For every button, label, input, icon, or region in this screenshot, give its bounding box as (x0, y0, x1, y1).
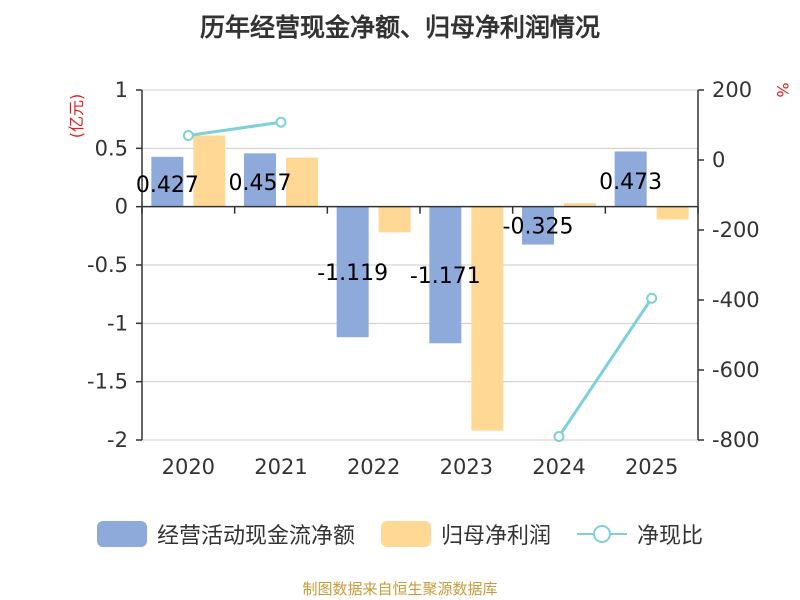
ratio-line-segment (188, 120, 282, 137)
data-label-cashflow: 0.457 (229, 171, 292, 196)
y-left-tick-label: -1.5 (87, 370, 128, 394)
bar-cashflow (151, 156, 184, 207)
chart-title: 历年经营现金净额、归母净利润情况 (199, 13, 600, 42)
y-right-tick-label: -600 (712, 358, 760, 382)
y-left-tick-label: -0.5 (87, 253, 128, 277)
legend-label-netprofit: 归母净利润 (440, 524, 551, 549)
data-source-note: 制图数据来自恒生聚源数据库 (302, 580, 498, 598)
bar-netprofit (193, 135, 226, 207)
y-left-tick-label: 0 (115, 195, 128, 219)
bar-cashflow (429, 206, 462, 344)
y-left-tick-label: 0.5 (95, 136, 128, 160)
y-left-tick-label: -1 (107, 311, 128, 335)
bar-cashflow (244, 153, 276, 207)
x-tick-label: 2024 (532, 455, 585, 479)
ratio-point (646, 292, 658, 304)
y-right-axis-label: % (773, 82, 792, 97)
y-left-tick-label: 1 (115, 78, 128, 102)
ratio-line-segment (557, 297, 653, 438)
y-right-tick-label: -800 (712, 428, 760, 452)
y-right-tick-label: 0 (712, 148, 725, 172)
bar-cashflow (614, 151, 647, 207)
x-tick-label: 2020 (162, 455, 215, 479)
x-tick-label: 2023 (440, 455, 493, 479)
ratio-point (182, 130, 194, 141)
y-right-tick-label: -400 (712, 288, 760, 312)
x-tick-label: 2025 (625, 455, 678, 479)
y-right-tick-label: 200 (712, 78, 752, 102)
bar-cashflow (336, 206, 369, 338)
legend-swatch-ratio (577, 525, 627, 543)
bar-netprofit (471, 206, 504, 431)
bar-cashflow (522, 206, 554, 245)
x-tick-label: 2022 (347, 455, 400, 479)
bar-netprofit (378, 206, 411, 233)
legend-label-cashflow: 经营活动现金流净额 (156, 524, 355, 549)
data-label-cashflow: 0.427 (136, 173, 199, 198)
y-left-tick-label: -2 (107, 428, 128, 452)
legend-swatch-cashflow (96, 521, 147, 547)
legend-item-cashflow[interactable]: 经营活动现金流净额 (96, 518, 355, 550)
legend-item-ratio[interactable]: 净现比 (577, 518, 703, 550)
legend-swatch-netprofit (380, 521, 431, 547)
data-label-cashflow: -1.171 (410, 264, 481, 289)
data-label-cashflow: 0.473 (599, 170, 662, 195)
y-right-tick-label: -200 (712, 218, 760, 242)
y-left-axis-label: (亿元) (67, 94, 86, 139)
legend-item-netprofit[interactable]: 归母净利润 (380, 518, 551, 550)
data-label-cashflow: -0.325 (503, 215, 574, 240)
bar-netprofit (286, 157, 318, 207)
ratio-point (275, 116, 287, 128)
legend: 经营活动现金流净额 归母净利润 净现比 (0, 516, 800, 552)
legend-label-ratio: 净现比 (637, 524, 704, 549)
bar-netprofit (656, 206, 689, 220)
data-label-cashflow: -1.119 (317, 261, 388, 286)
ratio-point (553, 431, 565, 442)
bar-netprofit (564, 203, 596, 207)
x-tick-label: 2021 (254, 455, 307, 479)
